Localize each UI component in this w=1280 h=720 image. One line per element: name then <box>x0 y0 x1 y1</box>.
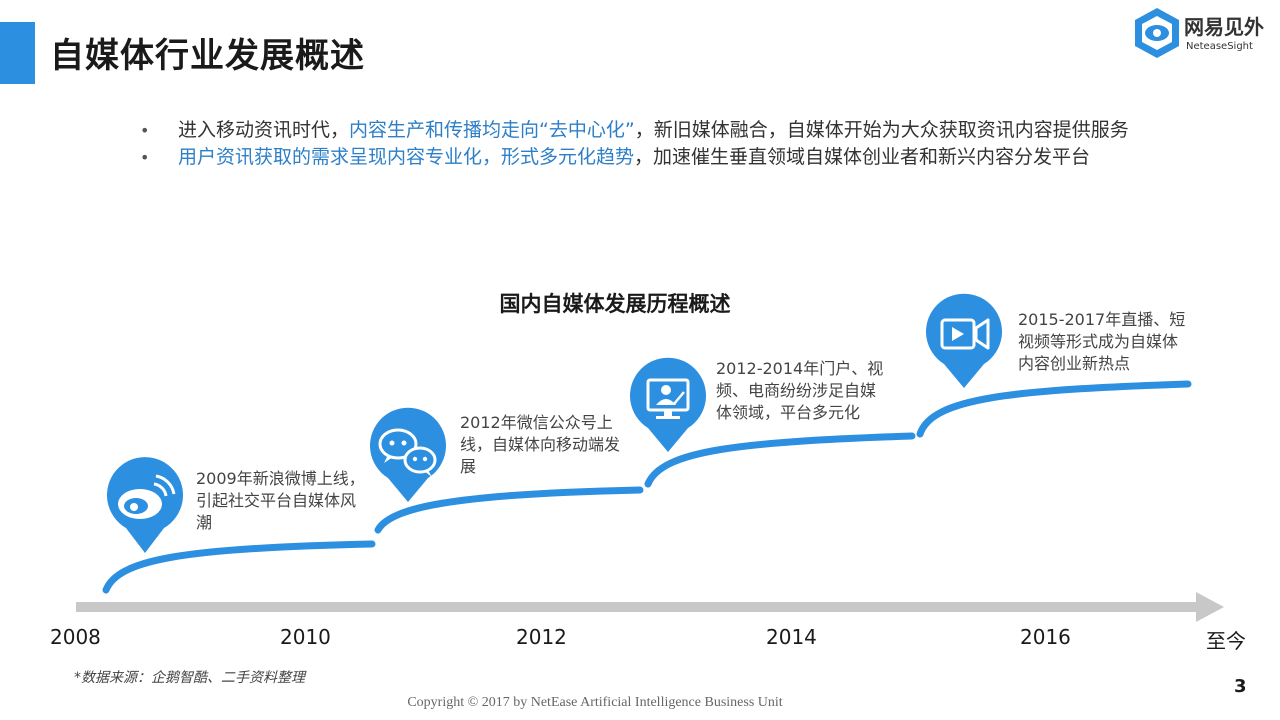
curve-segment-4 <box>916 380 1192 438</box>
axis-label-2016: 2016 <box>1020 625 1071 649</box>
netease-sight-logo-icon <box>1135 8 1179 58</box>
curve-segment-2 <box>374 486 644 534</box>
monitor-user-icon <box>630 357 706 452</box>
event-text-2015-2017: 2015-2017年直播、短视频等形式成为自媒体内容创业新热点 <box>1018 310 1186 373</box>
event-text-2009: 2009年新浪微博上线，引起社交平台自媒体风潮 <box>196 469 365 532</box>
logo-cn-text: 网易见外 <box>1184 15 1264 39</box>
event-text-2012-wechat: 2012年微信公众号上线，自媒体向移动端发展 <box>460 413 621 476</box>
axis-arrow-icon <box>1196 592 1224 622</box>
weibo-icon <box>107 457 183 553</box>
video-camera-icon <box>926 293 1003 388</box>
wechat-icon <box>370 407 446 502</box>
bullet-dot-icon: • <box>140 121 150 140</box>
page-title: 自媒体行业发展概述 <box>50 36 365 76</box>
axis-label-2008: 2008 <box>50 625 101 649</box>
axis-label-now: 至今 <box>1206 629 1246 653</box>
bullet-list: • 进入移动资讯时代，内容生产和传播均走向“去中心化”，新旧媒体融合，自媒体开始… <box>140 118 1150 172</box>
curve-segment-1 <box>102 540 376 594</box>
growth-curve <box>102 380 1192 594</box>
bullet-item: • 用户资讯获取的需求呈现内容专业化，形式多元化趋势，加速催生垂直领域自媒体创业… <box>140 145 1150 170</box>
copyright-text: Copyright © 2017 by NetEase Artificial I… <box>407 695 783 710</box>
curve-segment-3 <box>644 432 916 488</box>
axis-label-2010: 2010 <box>280 625 331 649</box>
event-text-2012-2014: 2012-2014年门户、视频、电商纷纷涉足自媒体领域，平台多元化 <box>716 359 884 422</box>
bullet-highlight-text: 内容生产和传播均走向“去中心化” <box>349 119 635 141</box>
timeline-axis <box>76 592 1224 622</box>
header-accent-bar <box>0 22 35 84</box>
source-note: *数据来源：企鹅智酷、二手资料整理 <box>74 670 305 686</box>
bullet-dot-icon: • <box>140 148 150 167</box>
bullet-text: ，加速催生垂直领域自媒体创业者和新兴内容分发平台 <box>634 146 1091 168</box>
timeline-title: 国内自媒体发展历程概述 <box>499 292 731 316</box>
axis-label-2014: 2014 <box>766 625 817 649</box>
page-number: 3 <box>1234 676 1247 697</box>
axis-label-2012: 2012 <box>516 625 567 649</box>
bullet-text: ，新旧媒体融合，自媒体开始为大众获取资讯内容提供服务 <box>634 119 1129 141</box>
bullet-text: 进入移动资讯时代， <box>178 119 350 141</box>
logo: 网易见外 NeteaseSight <box>1132 6 1280 62</box>
logo-en-text: NeteaseSight <box>1186 41 1253 52</box>
bullet-item: • 进入移动资讯时代，内容生产和传播均走向“去中心化”，新旧媒体融合，自媒体开始… <box>140 118 1150 143</box>
bullet-highlight-text: 用户资讯获取的需求呈现内容专业化，形式多元化趋势 <box>178 146 635 168</box>
